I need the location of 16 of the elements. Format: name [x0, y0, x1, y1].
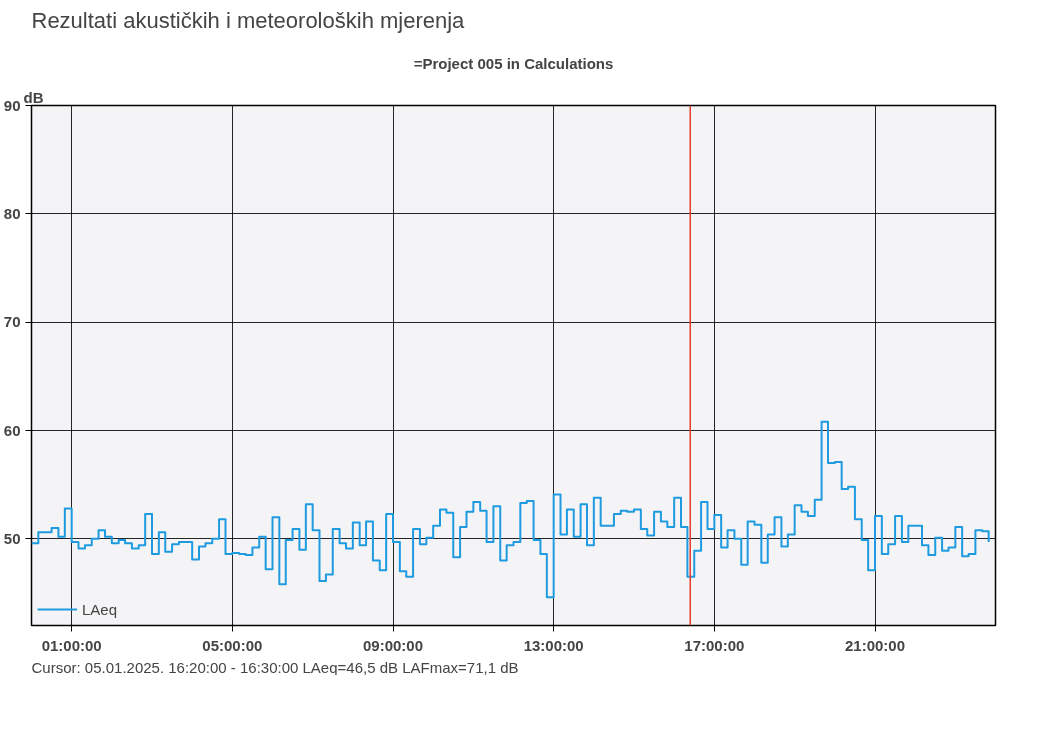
chart-title: Rezultati akustičkih i meteoroloških mjerenja	[31, 7, 466, 33]
x-tick-label: 13:00:00	[523, 636, 584, 654]
y-axis-title: dB	[23, 88, 44, 106]
y-tick-label: 50	[3, 529, 21, 547]
x-tick-label: 21:00:00	[844, 636, 906, 654]
x-tick-label: 17:00:00	[684, 636, 745, 654]
y-tick-label: 90	[3, 96, 21, 114]
y-tick-label: 80	[3, 204, 21, 222]
y-tick-label: 60	[3, 421, 21, 439]
y-tick-label: 70	[3, 313, 21, 331]
x-tick-label: 01:00:00	[41, 636, 102, 654]
x-tick-label: 05:00:00	[202, 636, 263, 654]
chart-subtitle: =Project 005 in Calculations	[413, 54, 614, 72]
x-tick-label: 09:00:00	[362, 636, 424, 654]
text: Cursor: 05.01.2025. 16:20:00 - 16:30:00 LAeq=46,5 dB LAFmax=71,1 dB	[31, 658, 519, 676]
legend-label: LAeq	[82, 600, 118, 618]
